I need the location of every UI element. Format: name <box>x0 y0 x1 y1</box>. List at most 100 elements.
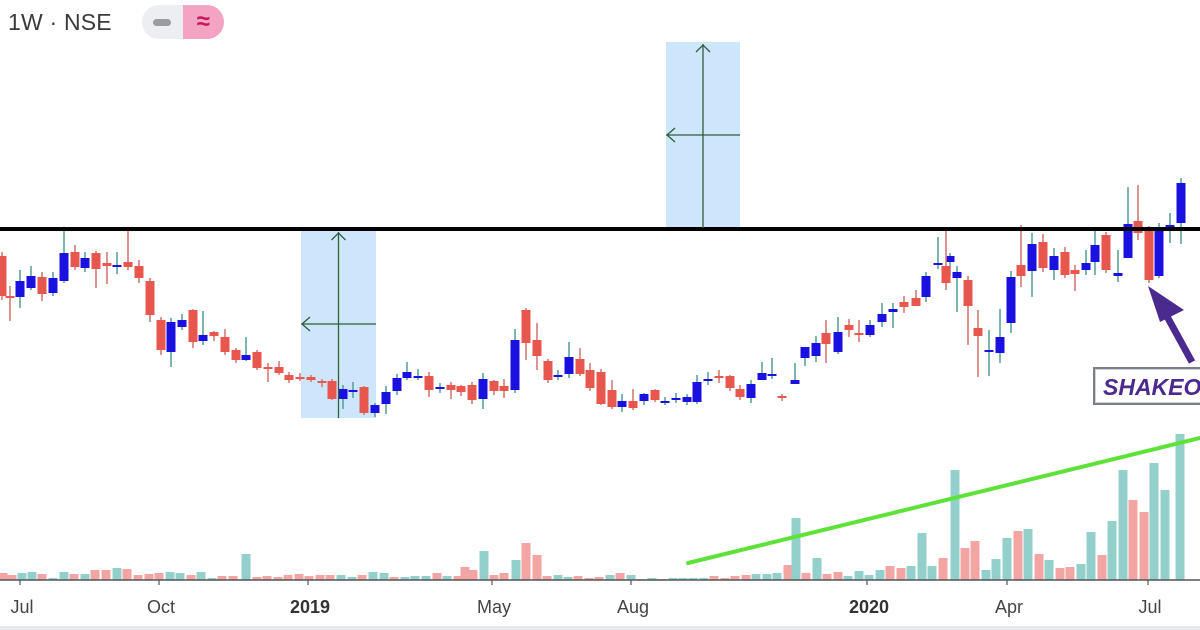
candle <box>973 310 983 377</box>
candle <box>865 320 875 337</box>
candle <box>1176 178 1186 244</box>
volume-bar <box>981 570 991 580</box>
x-axis-label: Jul <box>1138 597 1162 617</box>
candle <box>370 403 380 417</box>
volume-bar <box>678 578 688 580</box>
candle <box>607 380 617 409</box>
volume-bar <box>1139 512 1149 580</box>
volume-bar <box>843 576 853 580</box>
candle <box>660 397 670 405</box>
candle <box>963 276 973 345</box>
volume-bar <box>207 578 217 580</box>
volume-bar <box>7 575 17 580</box>
candle <box>284 372 294 383</box>
volume-bar <box>647 578 657 580</box>
candle <box>338 385 348 409</box>
candle <box>888 303 898 328</box>
candle <box>263 363 273 382</box>
candle <box>348 382 358 398</box>
candle <box>295 373 305 381</box>
candle <box>650 389 660 402</box>
volume-bar <box>112 568 122 580</box>
volume-bar <box>1128 500 1138 580</box>
candle <box>177 314 187 330</box>
volume-bar <box>336 575 346 580</box>
volume-bar <box>605 575 615 580</box>
candle <box>381 386 391 414</box>
x-axis-label: 2020 <box>848 597 890 617</box>
candle <box>692 375 702 404</box>
candle <box>596 369 606 405</box>
candle <box>1113 250 1123 282</box>
volume-bar <box>304 576 314 580</box>
volume-bar <box>720 578 730 580</box>
candle <box>209 331 219 341</box>
volume-bar <box>1023 529 1033 580</box>
volume-bar <box>751 574 761 580</box>
candle <box>1060 247 1070 278</box>
volume-bar <box>709 576 719 580</box>
candle <box>777 394 787 401</box>
candle <box>0 252 7 300</box>
volume-bar <box>80 574 90 580</box>
dash-icon <box>153 18 172 26</box>
volume-bar <box>489 575 499 580</box>
volume-bar <box>479 551 489 580</box>
volume-bar <box>368 572 378 580</box>
volume-bar <box>1013 531 1023 580</box>
volume-bar <box>1160 490 1170 580</box>
candle <box>274 361 284 375</box>
candle <box>70 245 80 270</box>
volume-bar <box>37 574 47 580</box>
price-candles <box>0 178 1186 417</box>
volume-bar <box>906 566 916 580</box>
x-axis-label: Jul <box>10 597 34 617</box>
candle <box>800 347 810 366</box>
volume-trend-line[interactable] <box>686 436 1200 565</box>
candle <box>188 309 198 348</box>
shakeout-arrow-icon <box>1148 286 1196 364</box>
volume-bar <box>241 554 251 580</box>
volume-bar <box>69 574 79 580</box>
volume-bar <box>699 578 709 580</box>
volume-bar <box>521 543 531 580</box>
candle <box>80 252 90 272</box>
volume-bar <box>553 575 563 580</box>
volume-bar <box>1076 564 1086 580</box>
candle <box>392 374 402 395</box>
candle <box>933 237 943 269</box>
candle <box>510 329 520 393</box>
candle <box>767 358 777 379</box>
volume-bar <box>400 577 410 580</box>
shakeout-annotation[interactable]: SHAKEO <box>1093 367 1200 405</box>
candle <box>790 363 800 384</box>
candle <box>735 385 745 400</box>
volume-bar <box>626 575 636 580</box>
volume-bar <box>379 573 389 580</box>
candle <box>671 393 681 403</box>
candle <box>521 308 531 360</box>
candle <box>714 370 724 383</box>
volume-bar <box>864 575 874 580</box>
volume-bar <box>741 575 751 580</box>
chart-style-toggle[interactable]: ≈ <box>141 5 224 39</box>
volume-bar <box>833 572 843 580</box>
volume-bar <box>273 577 283 580</box>
candle <box>1049 248 1059 280</box>
volume-bar <box>262 576 272 580</box>
volume-bar <box>762 574 772 580</box>
candle <box>553 370 563 380</box>
x-axis-ticks <box>19 580 1149 585</box>
volume-bar <box>144 574 154 580</box>
bottom-strip <box>0 626 1200 630</box>
candle-style-button[interactable]: ≈ <box>182 5 224 39</box>
volume-bar <box>594 577 604 580</box>
volume-bar <box>1065 567 1075 580</box>
candle <box>198 311 208 345</box>
volume-bar <box>1044 560 1054 580</box>
volume-bar <box>442 576 452 580</box>
measure-arrows <box>301 44 740 418</box>
candle <box>532 323 542 370</box>
line-style-button[interactable] <box>142 5 183 39</box>
